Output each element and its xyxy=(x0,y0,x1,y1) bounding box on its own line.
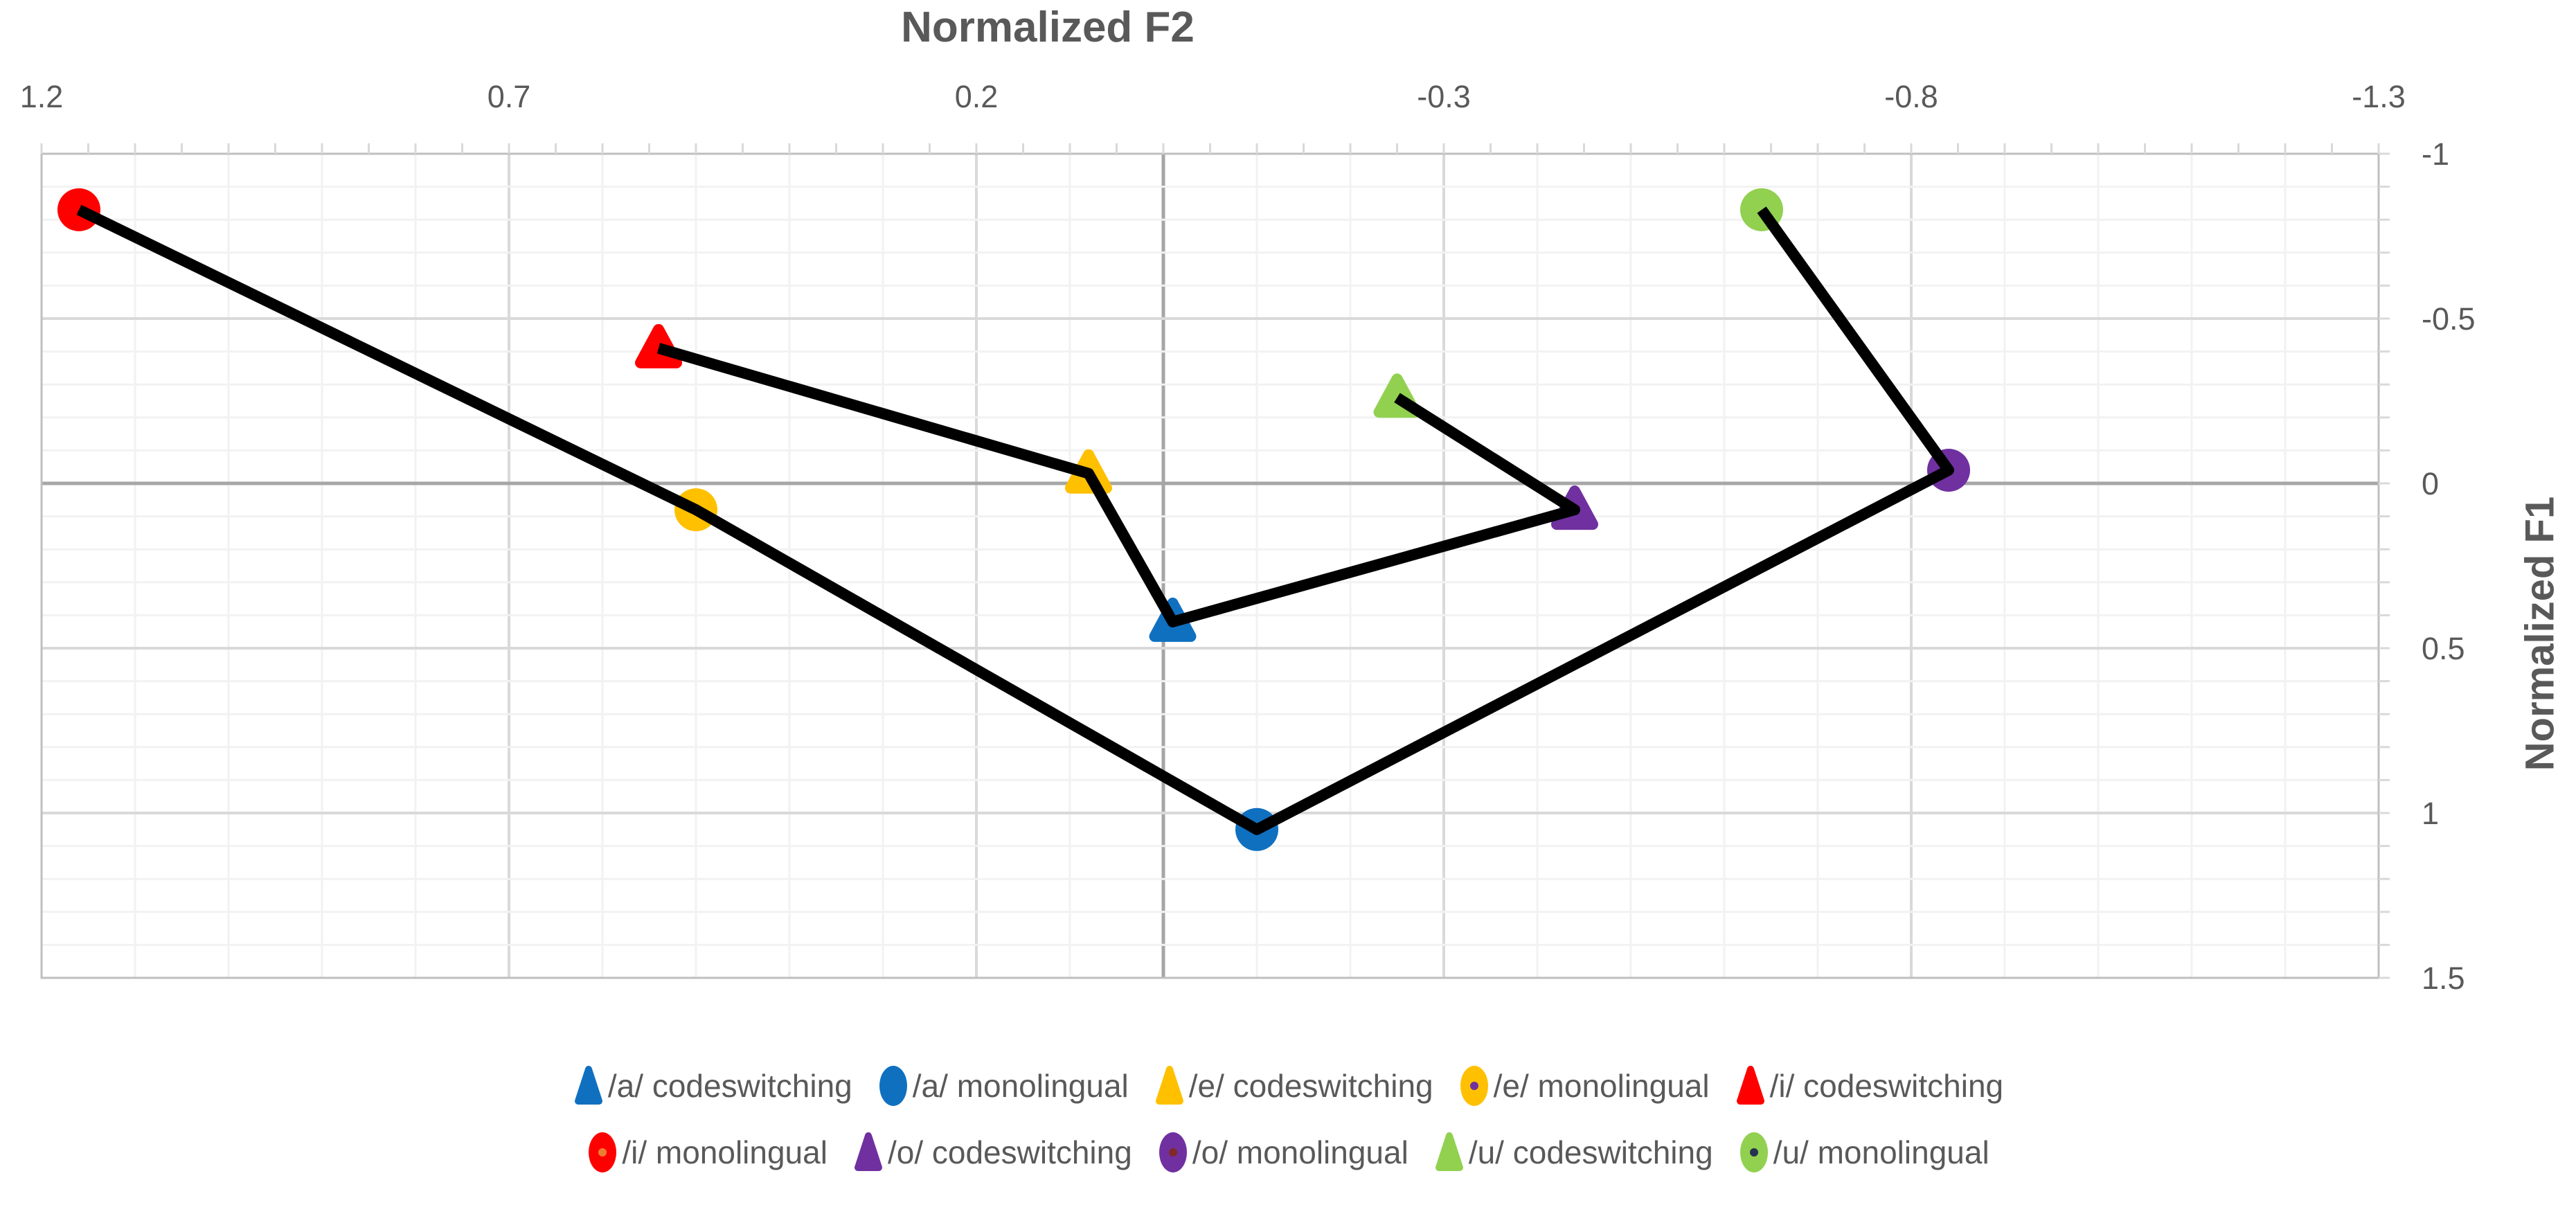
legend-row-2: /i/ monolingual/o/ codeswitching/o/ mono… xyxy=(587,1130,1989,1175)
legend-marker-center-dot xyxy=(1469,1082,1478,1090)
legend-triangle-icon xyxy=(574,1066,602,1105)
y-tick-label: 0.5 xyxy=(2422,631,2465,666)
y-tick-label: -0.5 xyxy=(2422,301,2476,337)
x-tick-label: -0.8 xyxy=(1884,79,1938,114)
y-axis-title: Normalized F1 xyxy=(2517,496,2563,771)
legend-label: /a/ monolingual xyxy=(912,1068,1129,1104)
legend-item-o-codeswitching: /o/ codeswitching xyxy=(852,1130,1132,1175)
legend-item-i-codeswitching: /i/ codeswitching xyxy=(1735,1063,2004,1109)
y-tick-label: -1 xyxy=(2422,136,2449,172)
x-tick-label: 1.2 xyxy=(20,79,64,114)
legend-label: /u/ monolingual xyxy=(1773,1134,1989,1170)
legend-triangle-icon xyxy=(1435,1132,1463,1171)
legend-row-1: /a/ codeswitching/a/ monolingual/e/ code… xyxy=(573,1063,2003,1109)
legend-item-e-codeswitching: /e/ codeswitching xyxy=(1154,1063,1433,1109)
legend-triangle-icon xyxy=(1736,1066,1764,1105)
x-tick-label: -0.3 xyxy=(1417,79,1471,114)
plot-border xyxy=(40,152,2380,979)
legend-label: /i/ monolingual xyxy=(622,1134,828,1170)
legend-item-a-monolingual: /a/ monolingual xyxy=(877,1063,1129,1109)
legend-item-o-monolingual: /o/ monolingual xyxy=(1157,1130,1408,1175)
legend-circle-icon xyxy=(1460,1066,1488,1106)
legend-triangle-icon xyxy=(1155,1066,1183,1105)
chart-legend: /a/ codeswitching/a/ monolingual/e/ code… xyxy=(0,1063,2576,1175)
y-tick-label: 0 xyxy=(2422,466,2439,501)
legend-item-e-monolingual: /e/ monolingual xyxy=(1458,1063,1710,1109)
legend-circle-icon xyxy=(1159,1132,1187,1172)
legend-item-i-monolingual: /i/ monolingual xyxy=(587,1130,828,1175)
y-tick-label: 1 xyxy=(2422,796,2439,831)
legend-item-u-codeswitching: /u/ codeswitching xyxy=(1433,1130,1713,1175)
legend-label: /o/ monolingual xyxy=(1192,1134,1408,1170)
legend-label: /u/ codeswitching xyxy=(1468,1134,1713,1170)
legend-label: /e/ codeswitching xyxy=(1188,1068,1433,1104)
legend-circle-icon xyxy=(589,1132,617,1172)
legend-circle-icon xyxy=(879,1066,907,1106)
legend-circle-icon xyxy=(1739,1132,1768,1172)
legend-item-a-codeswitching: /a/ codeswitching xyxy=(573,1063,852,1109)
x-axis-title: Normalized F2 xyxy=(901,3,1195,51)
y-tick-label: 1.5 xyxy=(2422,961,2465,996)
x-tick-label: 0.2 xyxy=(955,79,999,114)
x-tick-label: -1.3 xyxy=(2352,79,2406,114)
vowel-path-monolingual xyxy=(76,204,1954,835)
legend-marker-center-dot xyxy=(1749,1148,1758,1157)
vowel-path-codeswitching xyxy=(656,343,1580,627)
legend-label: /e/ monolingual xyxy=(1493,1068,1710,1104)
legend-label: /o/ codeswitching xyxy=(887,1134,1132,1170)
legend-marker-center-dot xyxy=(1168,1148,1177,1157)
legend-label: /a/ codeswitching xyxy=(607,1068,852,1104)
legend-label: /i/ codeswitching xyxy=(1769,1068,2004,1104)
legend-triangle-icon xyxy=(854,1132,882,1171)
legend-item-u-monolingual: /u/ monolingual xyxy=(1738,1130,1989,1175)
x-tick-label: 0.7 xyxy=(488,79,531,114)
legend-marker-center-dot xyxy=(598,1148,607,1157)
